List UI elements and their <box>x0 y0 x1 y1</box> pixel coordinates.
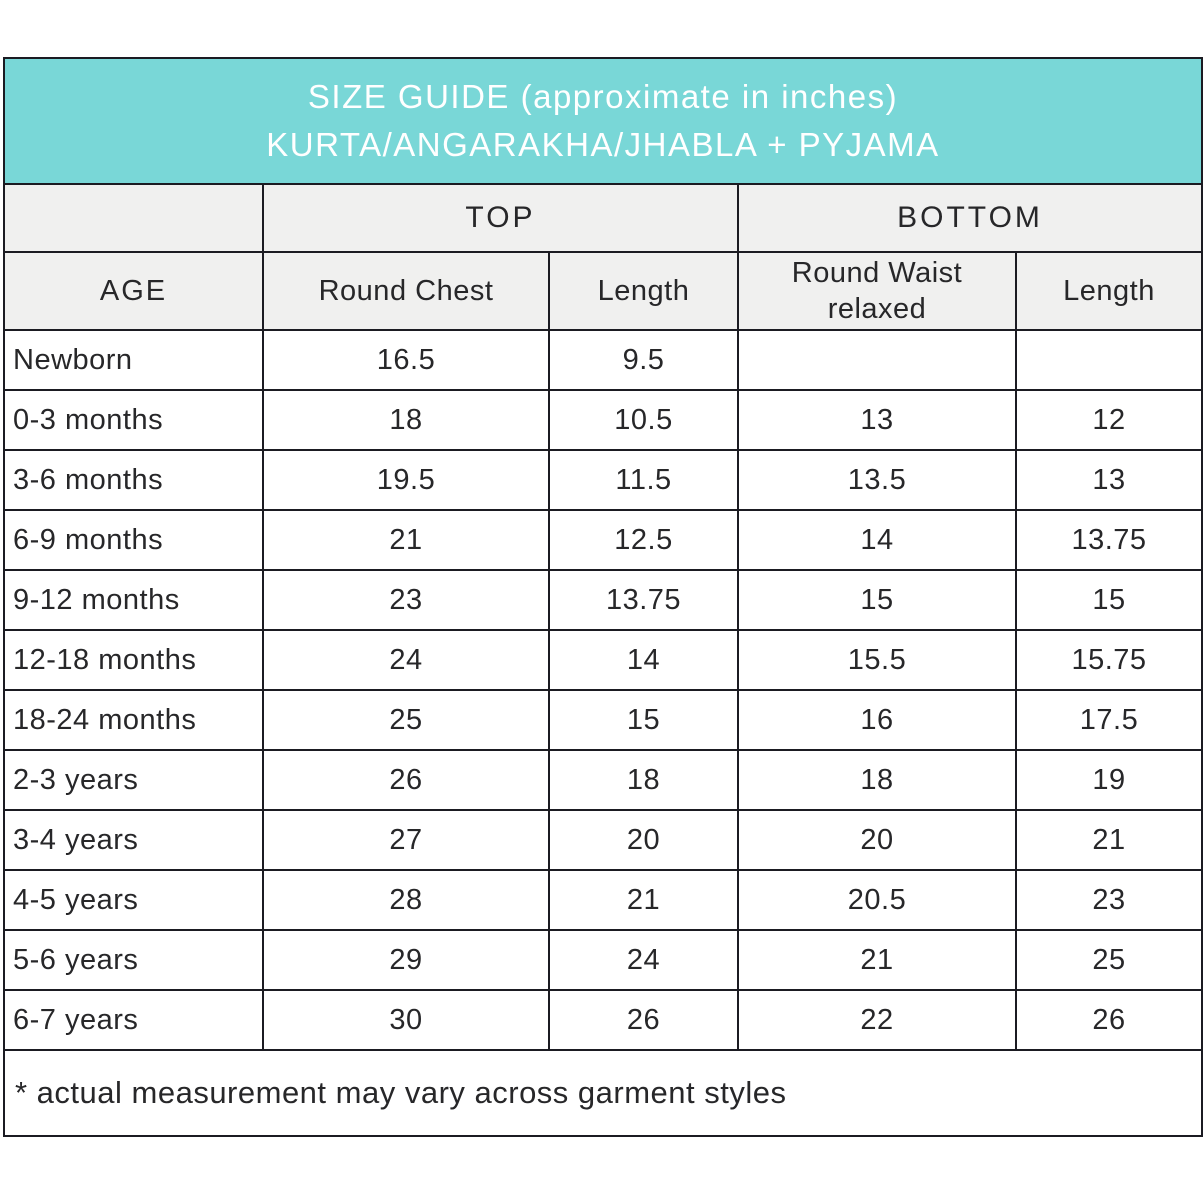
round-waist-cell: 13 <box>737 389 1017 451</box>
age-cell: 2-3 years <box>3 749 264 811</box>
age-cell: 3-6 months <box>3 449 264 511</box>
age-cell: 6-9 months <box>3 509 264 571</box>
top-length-cell: 12.5 <box>548 509 739 571</box>
round-chest-cell: 29 <box>262 929 550 991</box>
bottom-length-cell: 12 <box>1015 389 1203 451</box>
round-chest-cell: 18 <box>262 389 550 451</box>
column-header-round-chest: Round Chest <box>262 251 550 331</box>
title-row: SIZE GUIDE (approximate in inches) KURTA… <box>3 57 1203 185</box>
table-row: 6-9 months 21 12.5 14 13.75 <box>3 509 1203 571</box>
top-length-cell: 15 <box>548 689 739 751</box>
top-length-cell: 11.5 <box>548 449 739 511</box>
round-waist-cell <box>737 329 1017 391</box>
top-length-cell: 9.5 <box>548 329 739 391</box>
top-length-cell: 10.5 <box>548 389 739 451</box>
top-length-cell: 26 <box>548 989 739 1051</box>
bottom-length-cell: 26 <box>1015 989 1203 1051</box>
age-cell: 3-4 years <box>3 809 264 871</box>
bottom-length-cell: 25 <box>1015 929 1203 991</box>
table-row: 3-6 months 19.5 11.5 13.5 13 <box>3 449 1203 511</box>
column-header-bottom-length: Length <box>1015 251 1203 331</box>
round-waist-cell: 13.5 <box>737 449 1017 511</box>
top-length-cell: 20 <box>548 809 739 871</box>
table-body: Newborn 16.5 9.5 0-3 months 18 10.5 13 12 3-6 mo… <box>3 329 1203 1051</box>
column-header-top-length: Length <box>548 251 739 331</box>
top-length-cell: 14 <box>548 629 739 691</box>
column-group-row: TOP BOTTOM <box>3 183 1203 253</box>
column-header-round-waist: Round Waist relaxed <box>737 251 1017 331</box>
round-chest-cell: 27 <box>262 809 550 871</box>
bottom-length-cell: 19 <box>1015 749 1203 811</box>
top-length-cell: 21 <box>548 869 739 931</box>
table-row: 6-7 years 30 26 22 26 <box>3 989 1203 1051</box>
round-chest-cell: 24 <box>262 629 550 691</box>
round-chest-cell: 28 <box>262 869 550 931</box>
group-header-bottom: BOTTOM <box>737 183 1203 253</box>
round-chest-cell: 19.5 <box>262 449 550 511</box>
bottom-length-cell: 17.5 <box>1015 689 1203 751</box>
footnote: * actual measurement may vary across gar… <box>3 1049 1203 1137</box>
round-chest-cell: 23 <box>262 569 550 631</box>
age-cell: 6-7 years <box>3 989 264 1051</box>
round-chest-cell: 21 <box>262 509 550 571</box>
table-row: 12-18 months 24 14 15.5 15.75 <box>3 629 1203 691</box>
table-row: Newborn 16.5 9.5 <box>3 329 1203 391</box>
round-chest-cell: 25 <box>262 689 550 751</box>
round-waist-cell: 16 <box>737 689 1017 751</box>
column-header-age: AGE <box>3 251 264 331</box>
age-cell: 4-5 years <box>3 869 264 931</box>
age-cell: 12-18 months <box>3 629 264 691</box>
footnote-row: * actual measurement may vary across gar… <box>3 1049 1203 1137</box>
round-waist-cell: 22 <box>737 989 1017 1051</box>
top-length-cell: 24 <box>548 929 739 991</box>
age-cell: 9-12 months <box>3 569 264 631</box>
round-waist-cell: 14 <box>737 509 1017 571</box>
round-chest-cell: 16.5 <box>262 329 550 391</box>
age-cell: 5-6 years <box>3 929 264 991</box>
table-row: 9-12 months 23 13.75 15 15 <box>3 569 1203 631</box>
age-cell: Newborn <box>3 329 264 391</box>
table-row: 18-24 months 25 15 16 17.5 <box>3 689 1203 751</box>
table-row: 5-6 years 29 24 21 25 <box>3 929 1203 991</box>
round-waist-cell: 20.5 <box>737 869 1017 931</box>
round-waist-cell: 20 <box>737 809 1017 871</box>
age-cell: 18-24 months <box>3 689 264 751</box>
group-header-top: TOP <box>262 183 739 253</box>
bottom-length-cell: 21 <box>1015 809 1203 871</box>
round-waist-cell: 15.5 <box>737 629 1017 691</box>
column-header-row: AGE Round Chest Length Round Waist relax… <box>3 251 1203 331</box>
bottom-length-cell: 15 <box>1015 569 1203 631</box>
top-length-cell: 18 <box>548 749 739 811</box>
bottom-length-cell: 13.75 <box>1015 509 1203 571</box>
size-guide-table: SIZE GUIDE (approximate in inches) KURTA… <box>3 57 1203 1137</box>
bottom-length-cell: 13 <box>1015 449 1203 511</box>
age-cell: 0-3 months <box>3 389 264 451</box>
bottom-length-cell: 15.75 <box>1015 629 1203 691</box>
round-waist-cell: 18 <box>737 749 1017 811</box>
group-header-empty <box>3 183 264 253</box>
size-guide-title: SIZE GUIDE (approximate in inches) KURTA… <box>3 57 1203 185</box>
table-row: 2-3 years 26 18 18 19 <box>3 749 1203 811</box>
bottom-length-cell: 23 <box>1015 869 1203 931</box>
title-line-2: KURTA/ANGARAKHA/JHABLA + PYJAMA <box>266 126 940 163</box>
round-chest-cell: 30 <box>262 989 550 1051</box>
round-chest-cell: 26 <box>262 749 550 811</box>
bottom-length-cell <box>1015 329 1203 391</box>
table-row: 0-3 months 18 10.5 13 12 <box>3 389 1203 451</box>
round-waist-cell: 15 <box>737 569 1017 631</box>
table-row: 3-4 years 27 20 20 21 <box>3 809 1203 871</box>
title-line-1: SIZE GUIDE (approximate in inches) <box>307 78 899 116</box>
top-length-cell: 13.75 <box>548 569 739 631</box>
table-row: 4-5 years 28 21 20.5 23 <box>3 869 1203 931</box>
round-waist-cell: 21 <box>737 929 1017 991</box>
